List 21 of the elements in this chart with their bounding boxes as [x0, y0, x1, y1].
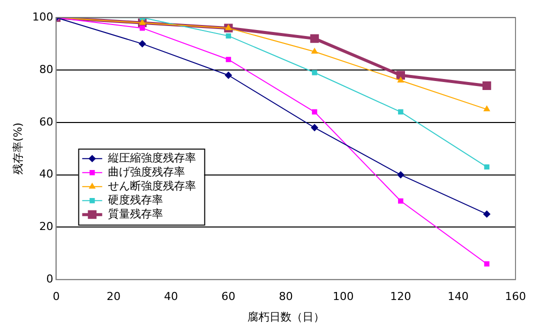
legend-label: せん断強度残存率 — [108, 179, 196, 192]
x-tick-label: 80 — [278, 290, 293, 304]
y-tick-label: 60 — [39, 115, 54, 128]
y-tick-label: 20 — [39, 220, 54, 234]
y-axis-title: 残存率(%) — [11, 122, 24, 175]
y-tick-label: 100 — [32, 10, 54, 24]
x-tick-label: 40 — [164, 290, 178, 304]
y-tick-label: 40 — [39, 168, 54, 181]
x-tick-label: 120 — [390, 290, 412, 304]
x-tick-label: 60 — [221, 290, 236, 304]
x-tick-label: 20 — [106, 290, 121, 304]
legend-label: 曲げ強度残存率 — [108, 165, 186, 178]
legend-label: 質量残存率 — [108, 207, 164, 220]
legend-label: 硬度残存率 — [108, 193, 164, 206]
legend-label: 縦圧縮強度残存率 — [107, 151, 196, 164]
x-tick-label: 100 — [332, 290, 354, 304]
y-tick-label: 0 — [46, 272, 54, 286]
x-tick-label: 140 — [448, 290, 469, 304]
x-tick-label: 160 — [505, 290, 526, 304]
y-tick-label: 80 — [39, 62, 54, 76]
x-axis-title: 腐朽日数（日） — [247, 310, 324, 324]
